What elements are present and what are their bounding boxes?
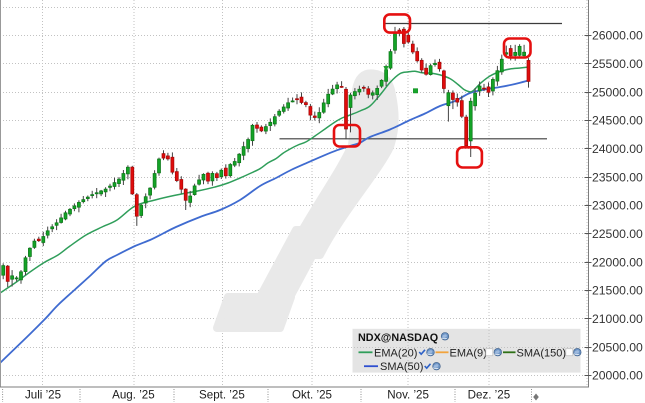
svg-text:SMA(50): SMA(50) [380,361,423,373]
svg-text:22000.00: 22000.00 [592,255,643,269]
svg-text:21500.00: 21500.00 [592,284,643,298]
svg-text:23000.00: 23000.00 [592,199,643,213]
svg-text:22500.00: 22500.00 [592,227,643,241]
svg-text:EMA(9): EMA(9) [450,347,487,359]
svg-text:24000.00: 24000.00 [592,142,643,156]
svg-text:25000.00: 25000.00 [592,85,643,99]
svg-text:20000.00: 20000.00 [592,369,643,383]
svg-text:Sept. ’25: Sept. ’25 [199,388,245,401]
svg-text:EMA(20): EMA(20) [374,347,417,359]
svg-text:23500.00: 23500.00 [592,170,643,184]
svg-text:Okt. ’25: Okt. ’25 [292,388,332,401]
svg-text:NDX@NASDAQ: NDX@NASDAQ [358,332,438,344]
svg-text:25500.00: 25500.00 [592,57,643,71]
svg-text:Dez. ’25: Dez. ’25 [468,388,511,401]
svg-text:Juli ’25: Juli ’25 [25,388,61,401]
svg-text:24500.00: 24500.00 [592,114,643,128]
svg-text:21000.00: 21000.00 [592,312,643,326]
svg-text:26000.00: 26000.00 [592,29,643,43]
svg-text:20500.00: 20500.00 [592,340,643,354]
svg-text:SMA(150): SMA(150) [517,347,567,359]
svg-text:Aug. ’25: Aug. ’25 [112,388,155,401]
svg-text:Nov. ’25: Nov. ’25 [387,388,429,401]
